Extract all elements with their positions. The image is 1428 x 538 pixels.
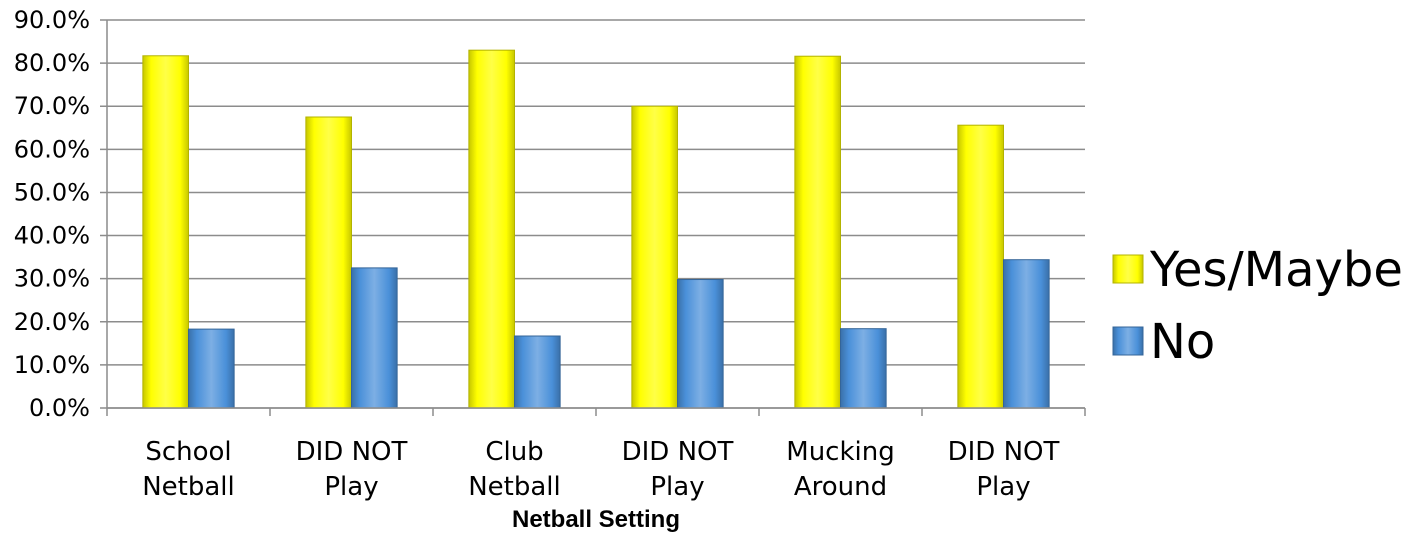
bars [142, 49, 1050, 409]
x-tick-label-line: School [145, 437, 231, 467]
x-tick-label-line: Play [976, 472, 1030, 502]
legend-marker [1112, 326, 1144, 356]
y-tick-label: 40.0% [14, 222, 90, 250]
x-tick-label-line: Mucking [786, 437, 894, 467]
bar-no-5 [1003, 259, 1050, 409]
x-tick-label-line: DID NOT [296, 437, 408, 467]
x-tick-label-line: Play [324, 472, 378, 502]
bar-no-2 [514, 335, 561, 409]
x-tick-label-line: DID NOT [622, 437, 734, 467]
bar-yes-maybe-0 [142, 55, 189, 409]
x-tick-label: DID NOT Play [622, 437, 734, 502]
bar-no-1 [351, 267, 398, 409]
x-tick-label: School Netball [142, 437, 235, 502]
legend-label: Yes/Maybe [1149, 242, 1403, 298]
y-tick-label: 70.0% [14, 92, 90, 120]
y-tick-label: 20.0% [14, 308, 90, 336]
y-tick-label: 30.0% [14, 265, 90, 293]
y-tick-label: 80.0% [14, 49, 90, 77]
bar-no-3 [677, 279, 724, 409]
bar-no-0 [188, 328, 235, 409]
gridlines [100, 19, 1085, 409]
bar-yes-maybe-4 [794, 55, 841, 409]
axes [106, 20, 1086, 416]
legend: Yes/Maybe No [1112, 242, 1403, 370]
x-tick-label-line: Club [485, 437, 543, 467]
x-tick-label-line: Netball [142, 472, 235, 502]
legend-item-no: No [1112, 314, 1215, 370]
legend-marker [1112, 254, 1144, 284]
y-tick-label: 90.0% [14, 6, 90, 34]
legend-item-yes-maybe: Yes/Maybe [1112, 242, 1403, 298]
x-tick-label: Club Netball [468, 437, 561, 502]
x-tick-label-line: Around [794, 472, 887, 502]
bar-yes-maybe-2 [468, 49, 515, 409]
y-tick-label: 60.0% [14, 135, 90, 163]
bar-yes-maybe-3 [631, 105, 678, 409]
tick-labels: 0.0% 10.0% 20.0% 30.0% 40.0% 50.0% 60.0% 70.0% 8… [14, 6, 1060, 502]
bar-yes-maybe-1 [305, 116, 352, 409]
x-tick-label-line: Netball [468, 472, 561, 502]
y-tick-label: 0.0% [29, 394, 90, 422]
x-tick-label: DID NOT Play [296, 437, 408, 502]
x-axis-title: Netball Setting [512, 506, 680, 533]
x-tick-label-line: Play [650, 472, 704, 502]
bar-no-4 [840, 328, 887, 409]
x-tick-label: DID NOT Play [948, 437, 1060, 502]
legend-label: No [1150, 314, 1215, 370]
x-tick-label: Mucking Around [786, 437, 894, 502]
x-tick-label-line: DID NOT [948, 437, 1060, 467]
y-tick-label: 50.0% [14, 178, 90, 206]
bar-yes-maybe-5 [957, 124, 1004, 409]
y-tick-label: 10.0% [14, 351, 90, 379]
